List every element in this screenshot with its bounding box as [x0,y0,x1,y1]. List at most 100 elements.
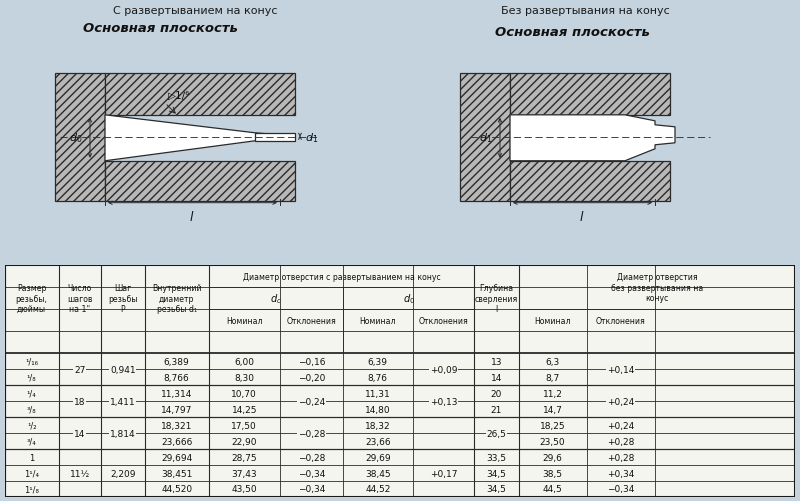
Text: +0,24: +0,24 [607,397,634,406]
Text: +0,13: +0,13 [430,397,458,406]
Text: 29,69: 29,69 [365,452,390,461]
Text: 0,941: 0,941 [110,365,136,374]
Text: 1,411: 1,411 [110,397,136,406]
Polygon shape [105,116,280,161]
Text: 38,5: 38,5 [542,468,562,477]
Text: 2,209: 2,209 [110,468,136,477]
Text: 14,25: 14,25 [231,405,257,414]
Polygon shape [105,74,295,116]
Text: −0,24: −0,24 [298,397,325,406]
Polygon shape [105,161,295,201]
Text: 10,70: 10,70 [231,389,257,398]
Text: Отклонения: Отклонения [286,316,336,325]
Text: ³/₈: ³/₈ [27,405,37,414]
Text: Номинал: Номинал [360,316,396,325]
Text: ¹/₁₆: ¹/₁₆ [25,357,38,366]
Text: Диаметр отверстия с развертыванием на конус: Диаметр отверстия с развертыванием на ко… [242,272,440,281]
Text: 8,30: 8,30 [234,373,254,382]
Text: −0,34: −0,34 [298,468,325,477]
Text: +0,17: +0,17 [430,468,458,477]
Text: $d_0$: $d_0$ [402,292,415,306]
Text: +0,14: +0,14 [607,365,634,374]
Text: +0,28: +0,28 [607,437,634,446]
Text: 43,50: 43,50 [231,484,257,493]
Text: −0,28: −0,28 [298,452,325,461]
Text: 44,52: 44,52 [365,484,390,493]
Text: 17,50: 17,50 [231,421,257,430]
Polygon shape [255,134,295,141]
Text: 22,90: 22,90 [231,437,257,446]
Text: 18,25: 18,25 [540,421,566,430]
Text: 37,43: 37,43 [231,468,257,477]
Text: ▷1∕⁶: ▷1∕⁶ [168,91,190,101]
Text: 29,6: 29,6 [542,452,562,461]
Text: 8,766: 8,766 [164,373,190,382]
Text: −0,20: −0,20 [298,373,325,382]
Text: ¹/₈: ¹/₈ [27,373,37,382]
Text: 14,7: 14,7 [542,405,562,414]
Polygon shape [510,74,670,116]
Text: 6,00: 6,00 [234,357,254,366]
Text: −0,34: −0,34 [607,484,634,493]
Text: Без развертывания на конус: Без развертывания на конус [501,6,670,16]
Text: 1¹/₄: 1¹/₄ [24,468,39,477]
Polygon shape [460,74,510,201]
Text: 8,76: 8,76 [368,373,388,382]
Text: Основная плоскость: Основная плоскость [494,26,650,39]
Text: 8,7: 8,7 [546,373,560,382]
Text: 44,520: 44,520 [161,484,192,493]
Text: 27: 27 [74,365,86,374]
Text: 1: 1 [29,452,34,461]
Text: 20: 20 [490,389,502,398]
Text: 33,5: 33,5 [486,452,506,461]
Text: 13: 13 [490,357,502,366]
Text: 14: 14 [74,429,86,438]
Text: С развертыванием на конус: С развертыванием на конус [113,6,278,16]
Text: $d_c$: $d_c$ [270,292,282,306]
Text: Внутренний
диаметр
резьбы d₁: Внутренний диаметр резьбы d₁ [152,284,202,314]
Text: +0,09: +0,09 [430,365,458,374]
Text: 44,5: 44,5 [542,484,562,493]
Text: 11,31: 11,31 [365,389,390,398]
Text: 38,451: 38,451 [161,468,192,477]
Text: ³/₄: ³/₄ [26,437,37,446]
Text: $d_1$: $d_1$ [478,131,492,144]
Text: 26,5: 26,5 [486,429,506,438]
Text: 18: 18 [74,397,86,406]
Text: +0,34: +0,34 [607,468,634,477]
Polygon shape [510,161,670,201]
Text: 11,314: 11,314 [161,389,192,398]
Text: 38,45: 38,45 [365,468,390,477]
Text: 23,50: 23,50 [540,437,566,446]
Text: ¹/₄: ¹/₄ [26,389,37,398]
Text: +0,24: +0,24 [607,421,634,430]
Text: Шаг
резьбы
P: Шаг резьбы P [108,284,138,314]
Text: +0,28: +0,28 [607,452,634,461]
Text: 28,75: 28,75 [231,452,257,461]
Text: −0,16: −0,16 [298,357,326,366]
Text: 29,694: 29,694 [161,452,192,461]
Text: 6,39: 6,39 [368,357,388,366]
Polygon shape [510,116,675,161]
Text: Размер
резьбы,
дюймы: Размер резьбы, дюймы [16,284,48,314]
Text: $l$: $l$ [190,209,194,223]
Text: $d_1$: $d_1$ [305,131,318,144]
Text: $l$: $l$ [579,209,585,223]
Text: Отклонения: Отклонения [418,316,468,325]
Text: −0,34: −0,34 [298,484,325,493]
Text: 11,2: 11,2 [542,389,562,398]
Text: ¹/₂: ¹/₂ [27,421,37,430]
Text: 34,5: 34,5 [486,484,506,493]
Text: Номинал: Номинал [226,316,262,325]
Text: 6,389: 6,389 [164,357,190,366]
Text: 14,80: 14,80 [365,405,390,414]
Text: 23,666: 23,666 [161,437,192,446]
Text: 14,797: 14,797 [161,405,192,414]
Text: Число
шагов
на 1": Число шагов на 1" [67,284,93,314]
Text: Глубина
сверления
l: Глубина сверления l [475,284,518,314]
Polygon shape [55,74,105,201]
Text: 21: 21 [490,405,502,414]
Text: 18,321: 18,321 [161,421,192,430]
Text: 1,814: 1,814 [110,429,136,438]
Text: 11½: 11½ [70,468,90,477]
